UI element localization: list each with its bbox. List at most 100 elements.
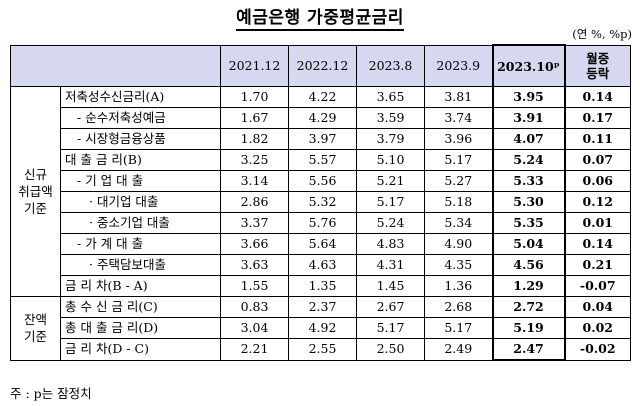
value-cell: 3.63 xyxy=(220,254,289,276)
value-cell: 5.30 xyxy=(491,191,566,213)
value-cell: 5.76 xyxy=(288,212,357,234)
table-title: 예금은행 가중평균금리 xyxy=(0,3,640,31)
value-cell: 4.07 xyxy=(491,128,566,150)
change-cell: 0.06 xyxy=(564,170,631,192)
value-cell: 3.74 xyxy=(424,107,493,129)
value-cell: 1.35 xyxy=(288,275,357,297)
change-cell: -0.02 xyxy=(564,338,631,361)
change-cell: 0.14 xyxy=(564,233,631,255)
row-label: · 주택담보대출 xyxy=(60,254,221,276)
value-cell: 3.66 xyxy=(220,233,289,255)
header-row: 2021.12 2022.12 2023.8 2023.9 2023.10ᵖ 월중 등락 xyxy=(10,44,631,87)
value-cell: 3.37 xyxy=(220,212,289,234)
value-cell: 5.57 xyxy=(288,149,357,171)
value-cell: 1.29 xyxy=(491,275,566,297)
value-cell: 4.35 xyxy=(424,254,493,276)
value-cell: 2.86 xyxy=(220,191,289,213)
row-label: 총 수 신 금 리(C) xyxy=(60,296,221,318)
value-cell: 1.55 xyxy=(220,275,289,297)
value-cell: 5.18 xyxy=(424,191,493,213)
header-period: 2023.10ᵖ xyxy=(491,44,566,87)
row-label: - 순수저축성예금 xyxy=(60,107,221,129)
value-cell: 5.64 xyxy=(288,233,357,255)
value-cell: 4.92 xyxy=(288,317,357,339)
unit-note: (연 %, %p) xyxy=(572,27,632,41)
table-row: - 순수저축성예금 1.67 4.29 3.59 3.74 3.91 0.17 xyxy=(11,107,631,129)
table-row: · 중소기업 대출 3.37 5.76 5.24 5.34 5.35 0.01 xyxy=(11,212,631,234)
change-cell: 0.01 xyxy=(564,212,631,234)
value-cell: 2.55 xyxy=(288,338,357,361)
value-cell: 5.33 xyxy=(491,170,566,192)
value-cell: 3.14 xyxy=(220,170,289,192)
change-cell: 0.07 xyxy=(564,149,631,171)
header-period: 2022.12 xyxy=(288,44,357,87)
value-cell: 3.97 xyxy=(288,128,357,150)
value-cell: 4.63 xyxy=(288,254,357,276)
value-cell: 5.24 xyxy=(356,212,425,234)
value-cell: 2.50 xyxy=(356,338,425,361)
value-cell: 1.36 xyxy=(424,275,493,297)
table-row: 총 대 출 금 리(D) 3.04 4.92 5.17 5.17 5.19 0.02 xyxy=(11,317,631,339)
change-cell: -0.07 xyxy=(564,275,631,297)
value-cell: 3.91 xyxy=(491,107,566,129)
value-cell: 1.45 xyxy=(356,275,425,297)
row-label: 금 리 차(B - A) xyxy=(60,275,221,297)
row-label: - 가 계 대 출 xyxy=(60,233,221,255)
header-corner xyxy=(10,44,221,87)
table-row: 잔액 기준 총 수 신 금 리(C) 0.83 2.37 2.67 2.68 2.72 0.0… xyxy=(10,296,631,361)
table-body: 신규 취급액 기준 저축성수신금리(A) 1.70 4.22 3.65 3.81 3.95 0… xyxy=(10,86,631,361)
header-period: 2023.9 xyxy=(424,44,493,87)
row-label: 대 출 금 리(B) xyxy=(60,149,221,171)
value-cell: 4.22 xyxy=(288,86,357,108)
row-label: 총 대 출 금 리(D) xyxy=(60,317,221,339)
row-label: - 기 업 대 출 xyxy=(60,170,221,192)
value-cell: 5.34 xyxy=(424,212,493,234)
value-cell: 3.81 xyxy=(424,86,493,108)
value-cell: 2.68 xyxy=(424,296,493,318)
value-cell: 5.32 xyxy=(288,191,357,213)
change-cell: 0.02 xyxy=(564,317,631,339)
value-cell: 4.31 xyxy=(356,254,425,276)
header-period: 2023.8 xyxy=(356,44,425,87)
value-cell: 5.04 xyxy=(491,233,566,255)
value-cell: 2.72 xyxy=(491,296,566,318)
table-row: · 대기업 대출 2.86 5.32 5.17 5.18 5.30 0.12 xyxy=(11,191,631,213)
value-cell: 4.83 xyxy=(356,233,425,255)
value-cell: 5.17 xyxy=(356,191,425,213)
value-cell: 5.21 xyxy=(356,170,425,192)
value-cell: 3.59 xyxy=(356,107,425,129)
value-cell: 3.79 xyxy=(356,128,425,150)
table-row: - 시장형금융상품 1.82 3.97 3.79 3.96 4.07 0.11 xyxy=(11,128,631,150)
value-cell: 1.67 xyxy=(220,107,289,129)
value-cell: 5.17 xyxy=(356,317,425,339)
change-cell: 0.11 xyxy=(564,128,631,150)
value-cell: 5.17 xyxy=(424,149,493,171)
value-cell: 2.21 xyxy=(220,338,289,361)
table-row: - 기 업 대 출 3.14 5.56 5.21 5.27 5.33 0.06 xyxy=(11,170,631,192)
value-cell: 4.90 xyxy=(424,233,493,255)
value-cell: 5.35 xyxy=(491,212,566,234)
table-row: - 가 계 대 출 3.66 5.64 4.83 4.90 5.04 0.14 xyxy=(11,233,631,255)
value-cell: 3.25 xyxy=(220,149,289,171)
value-cell: 5.10 xyxy=(356,149,425,171)
group-label: 신규 취급액 기준 xyxy=(10,86,61,297)
header-change: 월중 등락 xyxy=(564,44,631,87)
change-cell: 0.21 xyxy=(564,254,631,276)
header-period: 2021.12 xyxy=(220,44,289,87)
interest-rate-table: 2021.12 2022.12 2023.8 2023.9 2023.10ᵖ 월중 등락 … xyxy=(10,44,631,361)
row-label: 저축성수신금리(A) xyxy=(60,86,221,108)
row-label: · 대기업 대출 xyxy=(60,191,221,213)
value-cell: 2.67 xyxy=(356,296,425,318)
table-row: 금 리 차(B - A) 1.55 1.35 1.45 1.36 1.29 -0.07 xyxy=(11,275,631,297)
value-cell: 2.37 xyxy=(288,296,357,318)
change-cell: 0.12 xyxy=(564,191,631,213)
table-row: · 주택담보대출 3.63 4.63 4.31 4.35 4.56 0.21 xyxy=(11,254,631,276)
row-label: - 시장형금융상품 xyxy=(60,128,221,150)
value-cell: 2.49 xyxy=(424,338,493,361)
value-cell: 1.70 xyxy=(220,86,289,108)
value-cell: 5.24 xyxy=(491,149,566,171)
value-cell: 2.47 xyxy=(491,338,566,361)
group-label: 잔액 기준 xyxy=(10,296,61,361)
table-row: 대 출 금 리(B) 3.25 5.57 5.10 5.17 5.24 0.07 xyxy=(11,149,631,171)
change-cell: 0.17 xyxy=(564,107,631,129)
